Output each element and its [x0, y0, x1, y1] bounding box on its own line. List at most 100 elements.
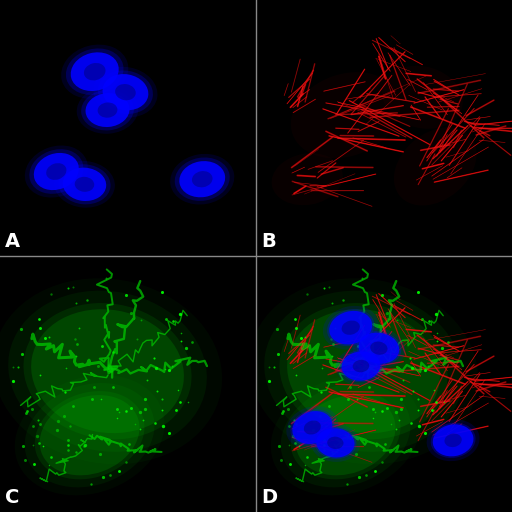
Point — [169, 317, 177, 325]
Ellipse shape — [31, 309, 184, 433]
Ellipse shape — [35, 391, 144, 479]
Ellipse shape — [46, 163, 67, 180]
Point — [41, 334, 49, 342]
Point — [362, 471, 370, 479]
Point — [18, 442, 27, 450]
Point — [320, 440, 328, 449]
Point — [378, 458, 387, 466]
Point — [325, 402, 333, 411]
Point — [285, 441, 293, 449]
Point — [172, 406, 180, 414]
Ellipse shape — [296, 395, 395, 475]
Point — [418, 314, 426, 323]
Point — [346, 383, 354, 391]
Ellipse shape — [264, 291, 463, 452]
Point — [430, 386, 438, 394]
Point — [331, 324, 339, 332]
Ellipse shape — [370, 342, 388, 355]
Point — [383, 309, 392, 317]
Point — [36, 420, 44, 428]
Ellipse shape — [329, 311, 372, 345]
Point — [292, 324, 300, 332]
Point — [159, 422, 167, 430]
Point — [297, 334, 305, 342]
Point — [127, 404, 135, 412]
Point — [182, 344, 190, 352]
Point — [188, 338, 196, 347]
Ellipse shape — [316, 428, 354, 458]
Point — [131, 420, 139, 428]
Point — [365, 383, 373, 391]
Point — [325, 283, 333, 291]
Point — [34, 416, 42, 424]
Point — [355, 473, 363, 481]
Point — [369, 414, 377, 422]
Point — [158, 288, 166, 296]
Point — [14, 362, 22, 371]
Point — [350, 362, 358, 370]
Point — [97, 395, 105, 403]
Ellipse shape — [394, 127, 477, 205]
Point — [46, 333, 54, 342]
Ellipse shape — [323, 306, 378, 350]
Point — [53, 425, 61, 434]
Point — [165, 366, 174, 374]
Point — [90, 383, 98, 391]
Point — [115, 467, 123, 476]
Ellipse shape — [327, 309, 374, 346]
Point — [290, 416, 298, 424]
Ellipse shape — [81, 90, 134, 131]
Point — [184, 397, 192, 406]
Point — [383, 404, 391, 412]
Point — [81, 441, 89, 450]
Text: D: D — [261, 488, 277, 507]
Point — [176, 310, 184, 318]
Ellipse shape — [86, 93, 130, 127]
Point — [150, 354, 158, 362]
Point — [302, 333, 310, 342]
Ellipse shape — [8, 291, 207, 452]
Ellipse shape — [304, 420, 321, 435]
Point — [414, 406, 422, 414]
Point — [47, 290, 55, 298]
Ellipse shape — [29, 149, 83, 194]
Ellipse shape — [98, 102, 117, 118]
Point — [291, 439, 299, 447]
Point — [371, 408, 379, 416]
Point — [406, 354, 414, 362]
Point — [407, 418, 415, 426]
Point — [143, 376, 151, 384]
Point — [265, 363, 273, 371]
Point — [369, 405, 377, 413]
Point — [424, 362, 432, 370]
Point — [318, 364, 327, 372]
Point — [327, 335, 335, 343]
Point — [109, 383, 117, 391]
Point — [36, 371, 44, 379]
Ellipse shape — [272, 153, 343, 205]
Point — [321, 436, 329, 444]
Point — [29, 441, 37, 449]
Point — [343, 480, 351, 488]
Ellipse shape — [170, 154, 234, 204]
Point — [408, 364, 416, 372]
Ellipse shape — [314, 427, 356, 459]
Point — [274, 350, 282, 358]
Point — [284, 405, 292, 413]
Point — [23, 408, 31, 416]
Point — [28, 405, 36, 413]
Point — [127, 309, 136, 317]
Point — [417, 365, 425, 373]
Point — [270, 362, 278, 371]
Point — [387, 420, 395, 428]
Text: C: C — [5, 488, 19, 507]
Point — [53, 416, 61, 424]
Point — [165, 429, 173, 437]
Point — [352, 451, 360, 459]
Point — [303, 453, 311, 461]
Point — [162, 314, 170, 323]
Point — [158, 406, 166, 414]
Point — [72, 448, 80, 456]
Point — [425, 317, 433, 325]
Point — [336, 442, 345, 450]
